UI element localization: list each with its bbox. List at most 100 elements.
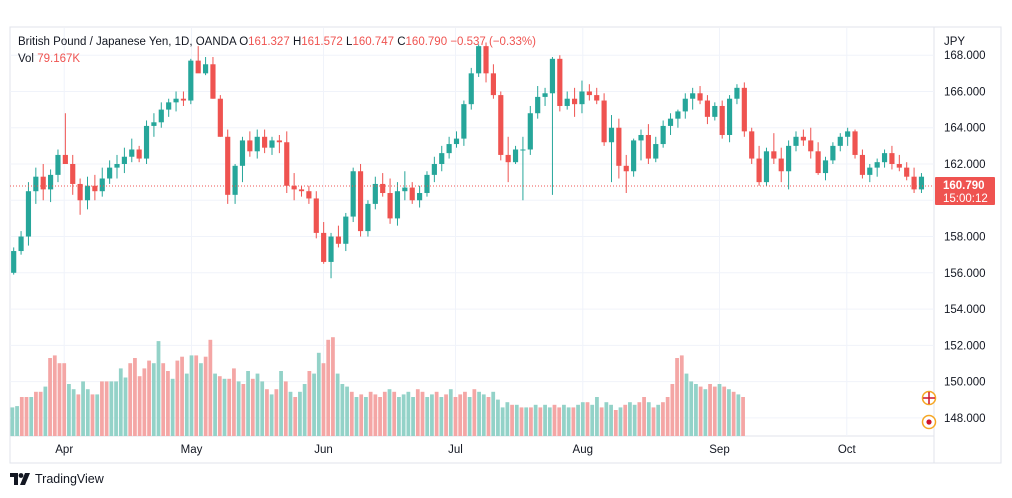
volume-bar (340, 384, 345, 436)
candle-body (631, 140, 637, 172)
volume-bar (538, 407, 543, 436)
volume-bar (250, 378, 255, 436)
month-tick-label: Aug (573, 444, 593, 456)
candle-body (881, 153, 888, 163)
volume-bar (345, 386, 349, 436)
volume-bar (656, 404, 661, 436)
candle-body (520, 149, 526, 151)
volume-bar (576, 404, 580, 436)
footer-brand[interactable]: TradingView (10, 472, 104, 486)
volume-bar (595, 397, 599, 436)
open-label: O (239, 36, 249, 48)
month-tick-label: Jun (314, 444, 333, 456)
month-tick-label: Sep (709, 444, 729, 456)
volume-bar (203, 356, 208, 436)
candle-body (48, 174, 54, 190)
volume-bar (646, 402, 651, 436)
volume-bars (10, 337, 745, 436)
candle-body (217, 98, 223, 137)
candle-body (852, 131, 858, 155)
candle-body (188, 60, 194, 101)
candle-body (778, 158, 784, 172)
candle-body (335, 236, 342, 244)
candle-body (572, 98, 578, 105)
volume-bar (161, 363, 166, 436)
volume-bar (712, 386, 717, 436)
candle-body (195, 60, 201, 74)
volume-bar (665, 397, 670, 436)
candle-body (158, 109, 164, 123)
volume-bar (349, 391, 354, 436)
volume-bar (71, 389, 76, 436)
volume-bar (651, 407, 656, 436)
volume-bar (533, 404, 538, 436)
candle-body (726, 98, 733, 135)
candle-body (25, 191, 32, 237)
candle-body (749, 131, 755, 159)
tradingview-logo-icon (10, 473, 30, 485)
volume-bar (114, 381, 118, 436)
candle-body (173, 98, 179, 103)
candle-body (269, 140, 275, 148)
price-tick-label: 148.000 (944, 413, 986, 425)
volume-bar (67, 384, 71, 436)
candle-body (564, 98, 570, 106)
volume-bar (364, 397, 368, 436)
candle-body (409, 187, 415, 201)
volume-bar (335, 373, 340, 436)
candle-body (40, 176, 46, 190)
candle-body (771, 151, 777, 159)
candle-body (734, 87, 740, 99)
low-value: 160.747 (352, 36, 395, 48)
volume-bar (288, 391, 293, 436)
change-value: −0.537 (−0.33%) (450, 36, 536, 48)
candle-body (202, 64, 209, 74)
candle-body (845, 131, 851, 137)
volume-bar (481, 394, 486, 436)
candle-body (505, 154, 511, 163)
volume-bar (439, 397, 444, 436)
volume-bar (321, 363, 326, 436)
volume-bar (62, 363, 67, 436)
candle-body (254, 136, 260, 152)
high-label: H (292, 36, 302, 48)
candle-body (527, 113, 533, 150)
price-tick-label: 150.000 (944, 377, 986, 389)
volume-bar (670, 384, 675, 436)
volume-bar (283, 381, 288, 436)
volume-bar (48, 358, 52, 436)
price-axis[interactable]: JPY168.000166.000164.000162.000160.00015… (944, 36, 986, 425)
candle-body (232, 165, 238, 195)
volume-bar (562, 404, 566, 436)
volume-bar (444, 394, 448, 436)
candle-body (18, 236, 24, 252)
candle-body (77, 183, 83, 201)
candle-body (756, 158, 762, 183)
volume-bar (52, 355, 57, 436)
month-tick-label: Jul (448, 444, 463, 456)
candle-body (483, 46, 489, 74)
volume-bar (557, 407, 562, 436)
candle-body (431, 164, 437, 175)
close-value: 160.790 (405, 36, 448, 48)
time-axis[interactable]: Apr May Jun Jul Aug Sep Oct (55, 444, 856, 456)
volume-bar (547, 407, 552, 436)
candle-body (84, 185, 91, 201)
volume-bar (496, 399, 500, 436)
volume-bar (147, 360, 151, 436)
candle-body (439, 153, 445, 164)
candle-body (387, 193, 393, 219)
volume-bar (717, 384, 722, 436)
low-label: L (346, 36, 353, 48)
candle-body (675, 111, 681, 119)
candle-body (896, 164, 902, 168)
volume-bar (661, 402, 665, 436)
candle-body (557, 58, 563, 106)
volume-bar (378, 397, 382, 436)
volume-bar (43, 386, 48, 436)
volume-bar (382, 391, 387, 436)
high-value: 161.572 (301, 36, 343, 48)
